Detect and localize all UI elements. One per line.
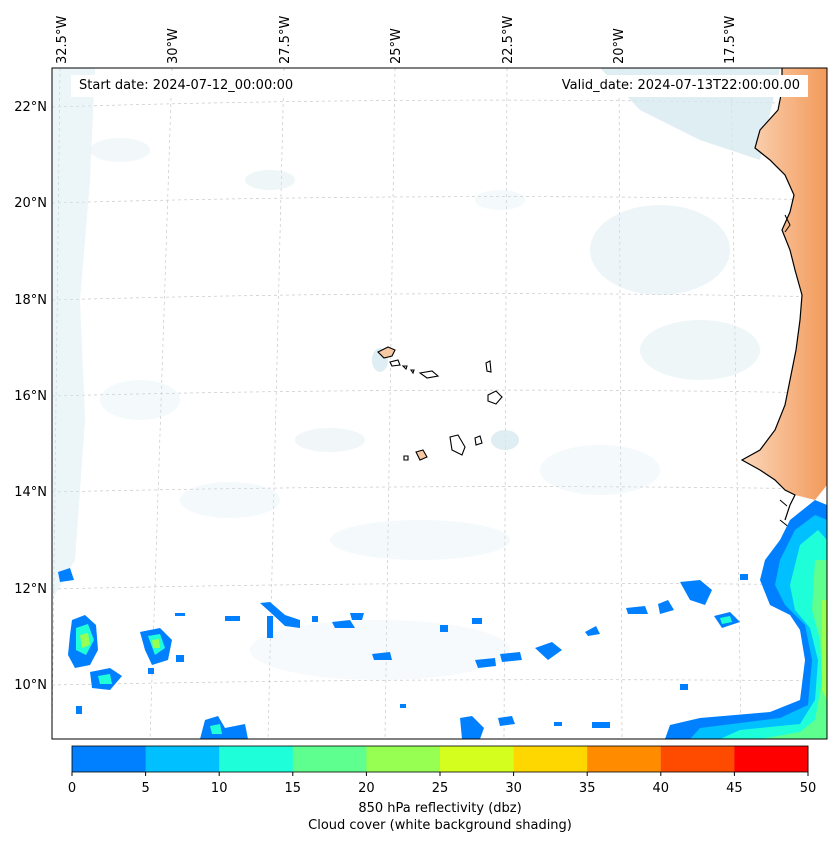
lat-label: 18°N: [14, 293, 47, 308]
colorbar-segment: [366, 746, 441, 772]
longitude-labels: 32.5°W 30°W 27.5°W 25°W 22.5°W 20°W 17.5…: [55, 16, 738, 64]
start-date-label: Start date: 2024-07-12_00:00:00: [71, 75, 302, 97]
colorbar-sublabel: Cloud cover (white background shading): [308, 818, 572, 833]
lat-label: 20°N: [14, 196, 47, 211]
colorbar-segment: [587, 746, 662, 772]
lat-label: 14°N: [14, 485, 47, 500]
africa-landmass: [742, 68, 827, 500]
lat-label: 22°N: [14, 100, 47, 115]
colorbar-tick-label: 50: [800, 781, 817, 796]
cape-verde-islands: [377, 346, 503, 461]
colorbar-segment: [145, 746, 220, 772]
colorbar-tick-label: 25: [432, 781, 449, 796]
africa-coastline: [740, 68, 803, 521]
colorbar-tick-label: 30: [505, 781, 522, 796]
colorbar-label: 850 hPa reflectivity (dbz): [358, 801, 522, 816]
lon-label: 32.5°W: [55, 16, 70, 64]
colorbar-tick-label: 35: [579, 781, 596, 796]
lon-label: 20°W: [612, 28, 627, 64]
colorbar-segment: [72, 746, 147, 772]
colorbar-tick-label: 10: [211, 781, 228, 796]
colorbar-tick-label: 20: [358, 781, 375, 796]
colorbar: 0 5 10 15 20 25 30 35 40 45 50: [68, 745, 817, 796]
lat-label: 12°N: [14, 582, 47, 597]
lon-label: 17.5°W: [723, 16, 738, 64]
colorbar-segment: [440, 746, 515, 772]
lon-label: 27.5°W: [278, 16, 293, 64]
map-plot-area: [52, 68, 827, 739]
colorbar-tick-label: 40: [653, 781, 670, 796]
colorbar-tick-label: 5: [141, 781, 149, 796]
lon-label: 30°W: [166, 28, 181, 64]
colorbar-tick-label: 45: [726, 781, 743, 796]
reflectivity-contours: [58, 500, 827, 739]
colorbar-segment: [734, 746, 809, 772]
lon-label: 25°W: [389, 28, 404, 64]
lon-label: 22.5°W: [501, 16, 516, 64]
map-frame: [51, 67, 828, 740]
colorbar-segment: [513, 746, 588, 772]
lat-label: 16°N: [14, 389, 47, 404]
cloud-cover-shading: [52, 68, 780, 680]
colorbar-segment: [292, 746, 367, 772]
valid-date-label: Valid_date: 2024-07-13T22:00:00.00: [553, 75, 808, 97]
colorbar-segment: [660, 746, 735, 772]
colorbar-segment: [219, 746, 294, 772]
colorbar-tick-label: 15: [285, 781, 302, 796]
latitude-labels: 22°N 20°N 18°N 16°N 14°N 12°N 10°N: [14, 100, 47, 693]
lat-label: 10°N: [14, 678, 47, 693]
colorbar-tick-label: 0: [68, 781, 76, 796]
